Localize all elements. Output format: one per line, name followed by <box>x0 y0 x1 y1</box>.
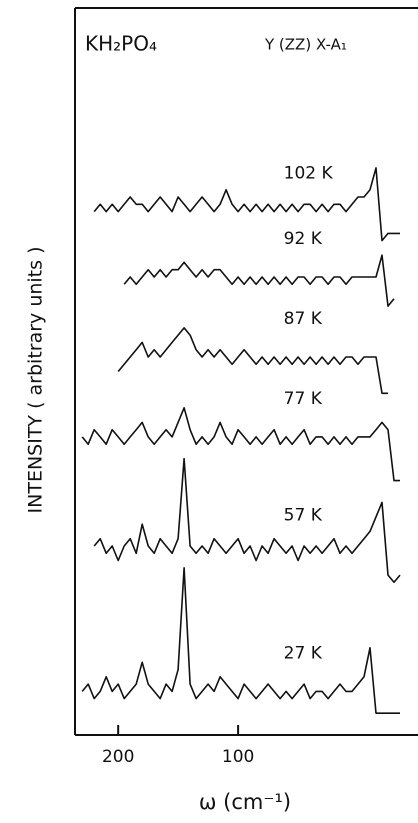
x-tick-label: 100 <box>222 747 254 767</box>
spectrum-line <box>93 457 401 584</box>
spectrum-line <box>123 254 395 307</box>
series-label: 77 K <box>284 389 323 409</box>
series-label: 92 K <box>284 229 323 249</box>
spectrum-line <box>93 167 400 242</box>
chart-title: KH₂PO₄ <box>85 32 157 56</box>
y-axis-label: INTENSITY ( arbitrary units ) <box>25 247 47 514</box>
series-label: 27 K <box>284 643 323 663</box>
x-axis-label: ω (cm⁻¹) <box>199 790 291 814</box>
spectrum-line <box>81 567 400 714</box>
spectrum-line <box>81 407 400 482</box>
x-tick-label: 200 <box>102 747 134 767</box>
chart-subtitle: Y (ZZ) X-A₁ <box>264 36 347 54</box>
spectrum-line <box>117 327 388 395</box>
series-label: 87 K <box>284 309 323 329</box>
series-label: 57 K <box>284 505 323 525</box>
series-label: 102 K <box>284 164 334 184</box>
